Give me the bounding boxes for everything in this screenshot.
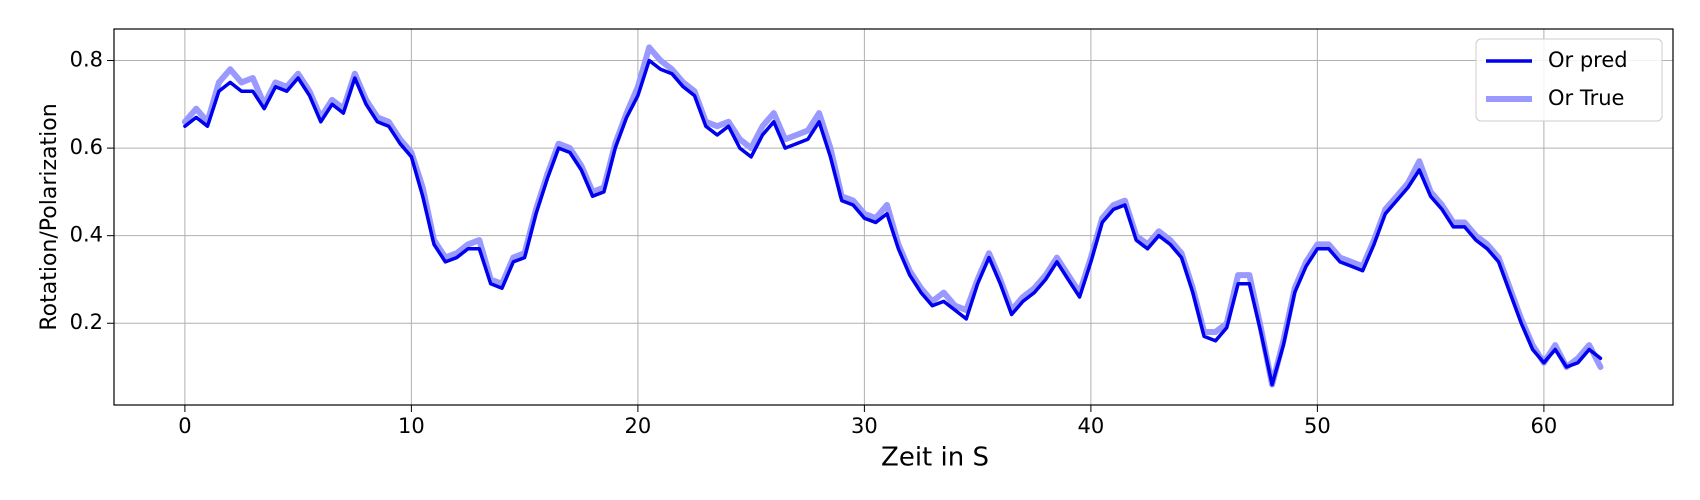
x-axis-label: Zeit in S: [881, 443, 989, 473]
series-line: [181, 44, 1604, 388]
y-tick-label: 0.6: [70, 135, 103, 159]
x-tick-label: 40: [1078, 414, 1105, 438]
x-tick-label: 10: [398, 414, 425, 438]
x-tick-label: 60: [1531, 414, 1558, 438]
y-tick-label: 0.2: [70, 310, 103, 334]
x-tick-label: 30: [851, 414, 878, 438]
series-line: [183, 58, 1603, 387]
y-tick-label: 0.8: [70, 48, 103, 72]
x-tick-label: 0: [178, 414, 191, 438]
y-tick-label: 0.4: [70, 223, 103, 247]
y-axis-label: Rotation/Polarization: [37, 103, 62, 330]
x-tick-label: 20: [625, 414, 652, 438]
plot-frame: [113, 28, 1674, 406]
x-tick-label: 50: [1304, 414, 1331, 438]
legend-label: Or True: [1548, 86, 1624, 110]
legend-label: Or pred: [1548, 48, 1628, 72]
